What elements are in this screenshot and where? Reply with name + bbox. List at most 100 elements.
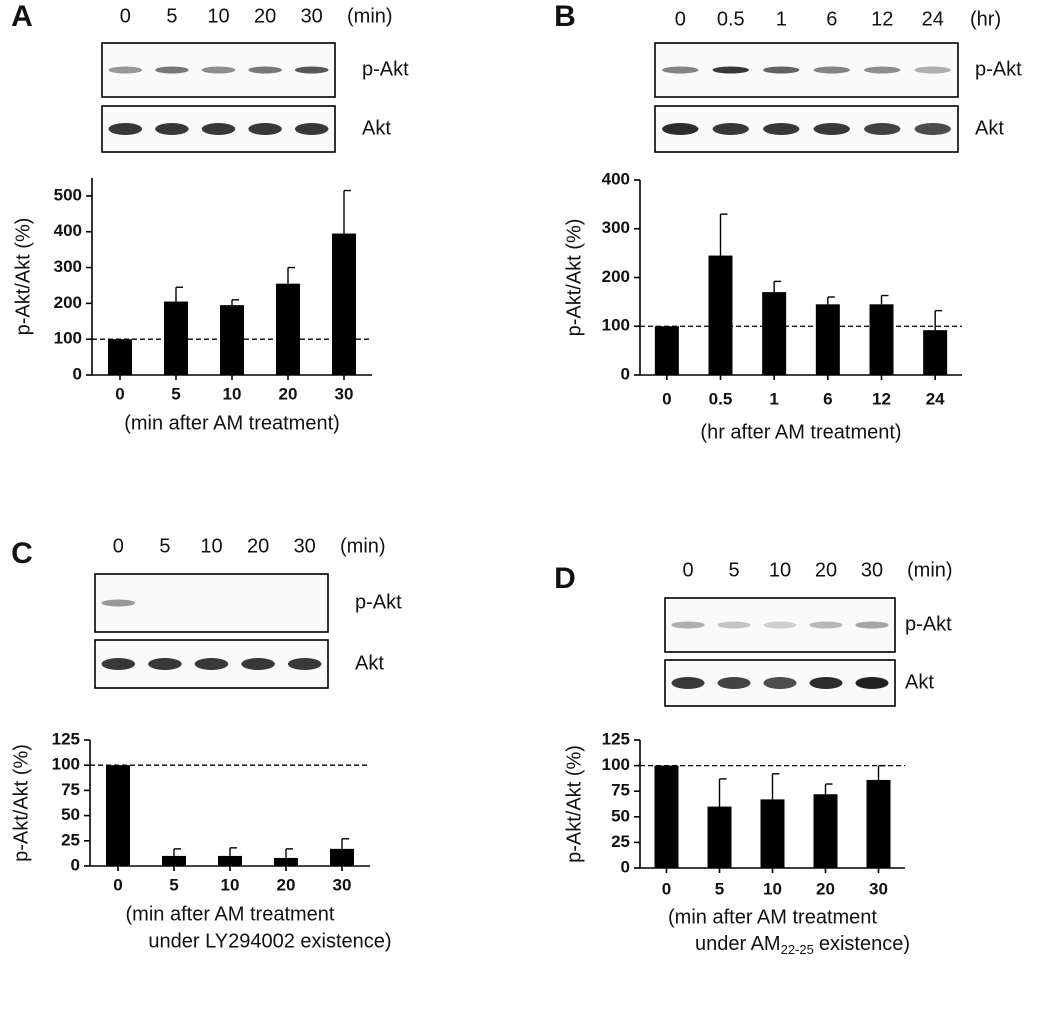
blot-band — [717, 677, 751, 689]
bar — [707, 806, 732, 868]
x-axis-label-subscript: 22-25 — [781, 942, 814, 957]
lane-label: 1 — [776, 8, 787, 30]
blot-label: p-Akt — [975, 58, 1022, 80]
x-axis-label: (hr after AM treatment) — [700, 421, 901, 443]
y-tick-label: 200 — [54, 293, 82, 312]
x-tick-label: 20 — [816, 879, 835, 898]
blot-band — [155, 66, 189, 74]
y-tick-label: 75 — [611, 781, 630, 800]
bar — [654, 326, 679, 375]
bar — [869, 304, 894, 375]
lane-label: 10 — [200, 535, 222, 557]
y-axis-label: p-Akt/Akt (%) — [563, 745, 585, 863]
x-axis-label: (min after AM treatment — [126, 903, 335, 925]
lane-label: 10 — [769, 559, 791, 581]
lane-label: 5 — [728, 559, 739, 581]
x-axis-label: under AM22-25 existence) — [695, 933, 910, 957]
blot-band — [148, 658, 182, 670]
x-tick-label: 10 — [763, 879, 782, 898]
bar — [815, 304, 840, 375]
blot-box — [94, 573, 329, 633]
y-tick-label: 0 — [621, 857, 630, 876]
bar — [866, 779, 891, 868]
lane-label: 20 — [254, 5, 276, 27]
y-tick-label: 100 — [602, 755, 630, 774]
y-tick-label: 125 — [52, 729, 80, 748]
bar — [330, 848, 354, 866]
bar — [274, 857, 298, 866]
x-tick-label: 5 — [171, 384, 180, 403]
y-tick-label: 50 — [611, 806, 630, 825]
y-tick-label: 50 — [61, 805, 80, 824]
lane-label: 0 — [120, 5, 131, 27]
bar — [813, 794, 838, 868]
y-tick-label: 75 — [61, 780, 80, 799]
blot-band — [201, 123, 236, 135]
lane-label: 10 — [207, 5, 229, 27]
blot-label: p-Akt — [355, 591, 402, 613]
y-tick-label: 100 — [602, 316, 630, 335]
y-tick-label: 100 — [52, 755, 80, 774]
x-tick-label: 30 — [335, 384, 354, 403]
blot-label: p-Akt — [905, 613, 952, 635]
y-tick-label: 400 — [602, 169, 630, 188]
y-tick-label: 0 — [73, 364, 82, 383]
x-axis-label-part: under AM — [695, 933, 781, 955]
x-axis-label: (min after AM treatment) — [124, 412, 340, 434]
x-tick-label: 10 — [221, 875, 240, 894]
blot-band — [155, 123, 189, 135]
blot-band — [662, 123, 699, 135]
x-tick-label: 20 — [277, 875, 296, 894]
blot-band — [194, 658, 229, 670]
lane-label: 20 — [247, 535, 269, 557]
x-axis-label: under LY294002 existence) — [148, 930, 391, 952]
x-axis-label-part: existence) — [819, 933, 910, 955]
y-tick-label: 400 — [54, 221, 82, 240]
x-tick-label: 0 — [115, 384, 124, 403]
blot-band — [717, 621, 751, 629]
y-tick-label: 500 — [54, 185, 82, 204]
panel-letter: A — [11, 0, 33, 33]
lane-label: 6 — [826, 8, 837, 30]
blot-band — [855, 677, 889, 689]
x-tick-label: 0 — [113, 875, 122, 894]
x-tick-label: 5 — [169, 875, 178, 894]
blot-band — [763, 621, 797, 629]
blot-band — [763, 677, 797, 689]
blot-label: Akt — [975, 117, 1004, 139]
bar — [760, 799, 785, 868]
blot-band — [294, 66, 329, 74]
lane-label: 0 — [682, 559, 693, 581]
bar — [762, 292, 787, 375]
panel-letter: D — [554, 562, 576, 595]
bar — [162, 855, 186, 866]
lane-label: 30 — [301, 5, 323, 27]
x-tick-label: 1 — [769, 389, 778, 408]
blot-band — [864, 123, 901, 135]
blot-box — [654, 42, 959, 98]
x-axis-label: (min after AM treatment — [668, 906, 877, 928]
lane-label: 30 — [294, 535, 316, 557]
x-tick-label: 30 — [869, 879, 888, 898]
y-tick-label: 25 — [611, 832, 630, 851]
x-tick-label: 24 — [926, 389, 945, 408]
lane-label: 0 — [675, 8, 686, 30]
blot-band — [241, 658, 275, 670]
bar — [332, 233, 356, 375]
blot-band — [101, 658, 136, 670]
panel-letter: B — [554, 0, 576, 33]
lane-label: 0.5 — [717, 8, 745, 30]
lane-label: 30 — [861, 559, 883, 581]
bar — [106, 765, 130, 866]
bar — [708, 255, 733, 375]
y-tick-label: 0 — [71, 855, 80, 874]
bar — [923, 330, 948, 375]
blot-band — [662, 66, 699, 74]
blot-unit: (min) — [340, 535, 386, 557]
x-tick-label: 0.5 — [709, 389, 733, 408]
blot-band — [101, 599, 136, 607]
bar — [276, 283, 300, 375]
blot-band — [108, 66, 143, 74]
lane-label: 5 — [166, 5, 177, 27]
